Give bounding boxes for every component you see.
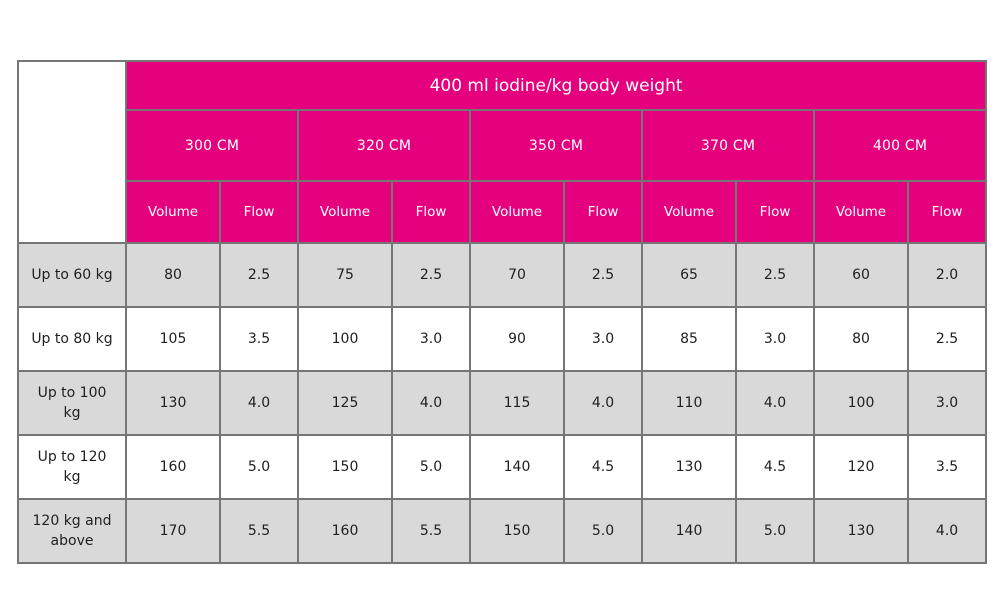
table-cell: 2.5 [735,242,815,308]
subheader-volume: Volume [813,180,909,244]
table-cell: 160 [297,498,393,564]
table-cell: 4.0 [391,370,471,436]
row-label-up-to-80kg: Up to 80 kg [17,306,127,372]
table-cell: 5.0 [563,498,643,564]
column-group-300cm: 300 CM [125,109,299,182]
table-cell: 2.5 [219,242,299,308]
table-cell: 120 [813,434,909,500]
table-row: Up to 60 kg 80 2.5 75 2.5 70 2.5 65 2.5 … [17,242,988,308]
table-cell: 2.5 [563,242,643,308]
column-group-370cm: 370 CM [641,109,815,182]
table-cell: 130 [125,370,221,436]
table-cell: 80 [125,242,221,308]
table-title: 400 ml iodine/kg body weight [124,60,988,111]
table-row: Up to 100 kg 130 4.0 125 4.0 115 4.0 110… [17,370,988,436]
subheader-volume: Volume [469,180,565,244]
table-cell: 3.0 [735,306,815,372]
table-row: Up to 80 kg 105 3.5 100 3.0 90 3.0 85 3.… [17,306,988,372]
table-cell: 140 [641,498,737,564]
subheader-flow: Flow [219,180,299,244]
table-cell: 150 [469,498,565,564]
row-label-120kg-and-above: 120 kg and above [17,498,127,564]
row-label-up-to-100kg: Up to 100 kg [17,370,127,436]
table-cell: 4.0 [906,498,988,564]
table-cell: 125 [297,370,393,436]
dosing-table-container: 400 ml iodine/kg body weight 300 CM 320 … [17,60,988,564]
table-title-row: 400 ml iodine/kg body weight [17,60,988,244]
subheader-volume: Volume [641,180,737,244]
subheader-flow: Flow [563,180,643,244]
table-cell: 90 [469,306,565,372]
table-cell: 130 [813,498,909,564]
table-cell: 70 [469,242,565,308]
table-cell: 85 [641,306,737,372]
table-row: Up to 120 kg 160 5.0 150 5.0 140 4.5 130… [17,434,988,500]
table-cell: 5.0 [391,434,471,500]
table-cell: 4.5 [563,434,643,500]
table-cell: 3.0 [391,306,471,372]
table-cell: 2.5 [906,306,988,372]
table-cell: 160 [125,434,221,500]
subheader-flow: Flow [391,180,471,244]
table-cell: 130 [641,434,737,500]
table-cell: 3.0 [563,306,643,372]
row-label-up-to-120kg: Up to 120 kg [17,434,127,500]
table-cell: 105 [125,306,221,372]
column-group-row: 300 CM 320 CM 350 CM 370 CM 400 CM [18,109,988,182]
column-group-350cm: 350 CM [469,109,643,182]
table-cell: 60 [813,242,909,308]
iodine-dosing-table: 400 ml iodine/kg body weight 300 CM 320 … [17,60,988,564]
table-cell: 4.5 [735,434,815,500]
table-cell: 5.5 [391,498,471,564]
table-cell: 5.0 [735,498,815,564]
table-cell: 4.0 [219,370,299,436]
subheader-row: Volume Flow Volume Flow Volume Flow Volu… [18,180,988,244]
table-cell: 4.0 [735,370,815,436]
table-cell: 115 [469,370,565,436]
table-cell: 2.5 [391,242,471,308]
subheader-volume: Volume [125,180,221,244]
corner-cell [17,60,127,244]
table-cell: 100 [813,370,909,436]
row-label-up-to-60kg: Up to 60 kg [17,242,127,308]
table-row: 120 kg and above 170 5.5 160 5.5 150 5.0… [17,498,988,564]
column-group-400cm: 400 CM [812,109,988,182]
table-cell: 140 [469,434,565,500]
subheader-flow: Flow [735,180,815,244]
subheader-flow: Flow [906,180,988,244]
table-cell: 3.0 [906,370,988,436]
table-cell: 4.0 [563,370,643,436]
table-cell: 5.0 [219,434,299,500]
table-cell: 75 [297,242,393,308]
table-cell: 100 [297,306,393,372]
subheader-volume: Volume [297,180,393,244]
column-group-320cm: 320 CM [297,109,471,182]
table-cell: 3.5 [219,306,299,372]
table-cell: 5.5 [219,498,299,564]
table-cell: 110 [641,370,737,436]
table-cell: 170 [125,498,221,564]
table-cell: 80 [813,306,909,372]
table-cell: 3.5 [906,434,988,500]
table-cell: 65 [641,242,737,308]
table-cell: 150 [297,434,393,500]
table-cell: 2.0 [906,242,988,308]
